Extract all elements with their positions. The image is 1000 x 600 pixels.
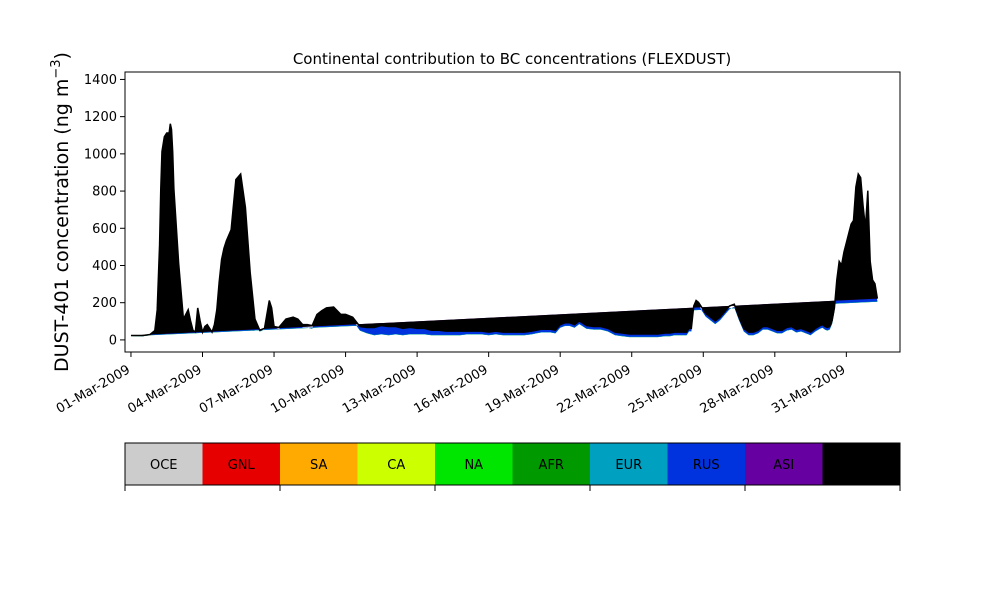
x-tick-label: 13-Mar-2009 [340,362,419,416]
y-axis-label-main: DUST-401 concentration (ng m [51,79,73,372]
legend-swatch-sa [280,443,358,485]
legend-label-oce: OCE [150,458,178,473]
x-tick-label: 25-Mar-2009 [626,362,705,416]
x-tick-label: 07-Mar-2009 [197,362,276,416]
legend-label-sa: SA [310,458,327,473]
legend: OCE GNL SA CA NA AFR EUR RUS ASI AUS [124,442,901,491]
legend-label-afr: AFR [539,458,564,473]
y-axis-label-superscript: −3 [49,59,64,78]
legend-swatch-aus [822,443,901,485]
legend-swatch-rus [667,443,746,485]
legend-label-rus: RUS [693,458,720,473]
y-tick-label: 1200 [84,110,117,125]
legend-label-ca: CA [387,458,405,473]
legend-swatch-ca [357,443,436,485]
legend-label-aus: AUS [848,458,875,473]
x-tick-label: 04-Mar-2009 [125,362,204,416]
total-line-group [130,123,879,337]
legend-label-eur: EUR [615,458,642,473]
x-tick-label: 22-Mar-2009 [555,362,634,416]
chart-title: Continental contribution to BC concentra… [293,50,731,68]
legend-label-asi: ASI [773,458,794,473]
plot-frame [124,71,901,353]
legend-label-na: NA [464,458,483,473]
x-tick-label: 28-Mar-2009 [698,362,777,416]
legend-swatch-afr [512,443,591,485]
x-axis: 01-Mar-200904-Mar-200907-Mar-200910-Mar-… [54,352,848,417]
x-tick-label: 19-Mar-2009 [483,362,562,416]
legend-swatch-asi [745,443,823,485]
y-axis: 0 200 400 600 800 1000 1200 1400 [84,73,125,348]
y-tick-label: 1000 [84,147,117,162]
legend-swatch-eur [590,443,668,485]
y-tick-label: 400 [92,259,117,274]
x-tick-label: 10-Mar-2009 [268,362,347,416]
area-series-aus [130,123,878,336]
y-tick-label: 800 [92,185,117,200]
y-tick-label: 0 [109,333,117,348]
y-axis-label-close: ) [51,52,73,59]
legend-swatch-oce [125,443,203,485]
y-tick-label: 200 [92,296,117,311]
total-line [130,123,879,337]
legend-label-gnl: GNL [228,458,256,473]
legend-frame [124,442,901,486]
x-tick-label: 16-Mar-2009 [412,362,491,416]
legend-swatch-na [435,443,513,485]
legend-swatch-gnl [202,443,281,485]
y-tick-label: 1400 [84,73,117,88]
y-axis-label: DUST-401 concentration (ng m−3) [49,52,73,372]
stacked-areas [130,123,878,340]
y-tick-label: 600 [92,222,117,237]
x-tick-label: 31-Mar-2009 [769,362,848,416]
